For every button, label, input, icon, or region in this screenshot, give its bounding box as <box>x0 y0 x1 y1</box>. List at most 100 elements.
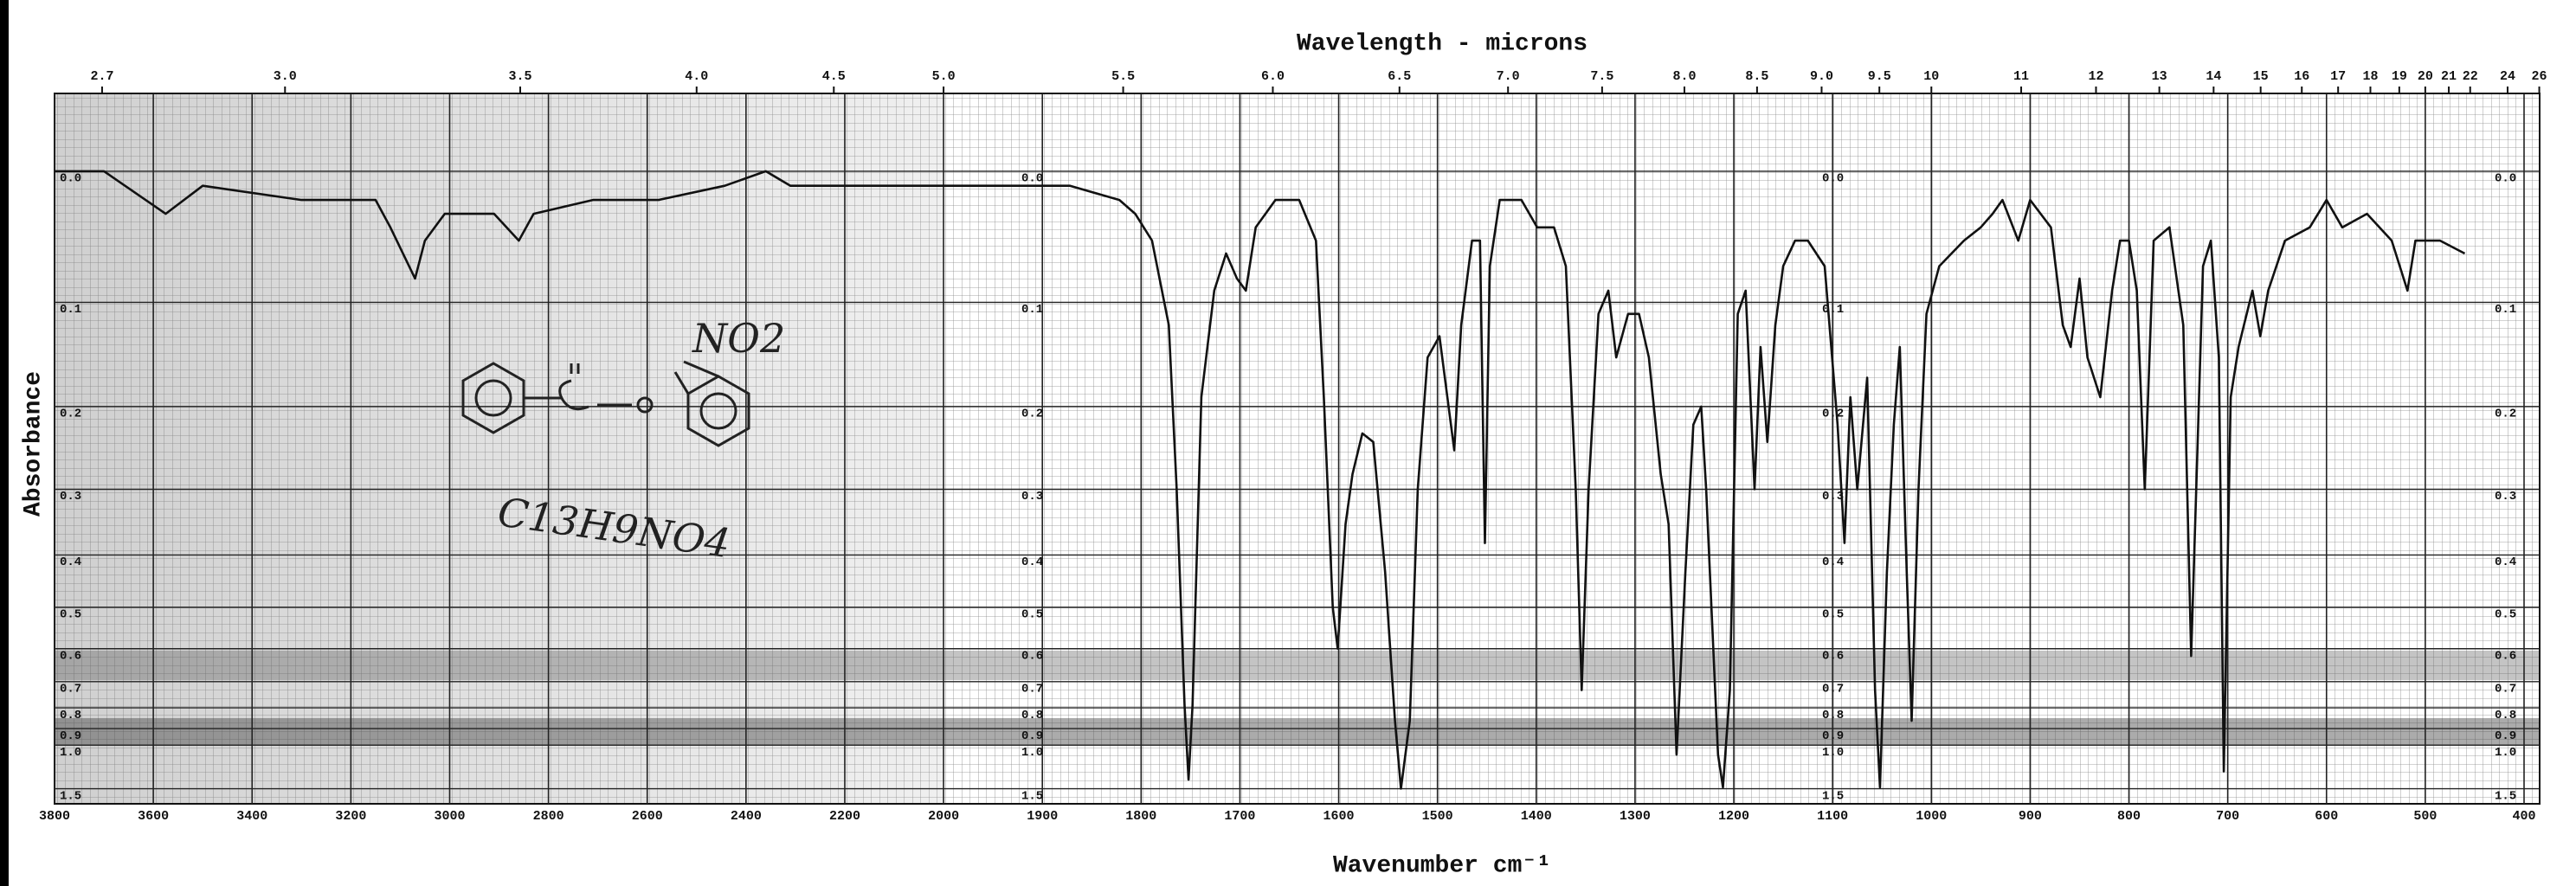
paper-shade <box>55 93 944 804</box>
x-tick-label: 3000 <box>434 809 465 824</box>
x-tick-label: 400 <box>2512 809 2535 824</box>
x2-tick-label: 13 <box>2152 69 2167 84</box>
y-tick-label: 0.2 <box>1822 408 1844 421</box>
x-tick-label: 600 <box>2315 809 2338 824</box>
y-tick-label: 1.0 <box>60 746 81 760</box>
x-tick-label: 900 <box>2019 809 2042 824</box>
y-tick-label: 0.3 <box>2495 490 2516 504</box>
frame-edge <box>0 0 9 886</box>
y-tick-label: 0.1 <box>60 303 81 317</box>
y-tick-label: 0.6 <box>1822 649 1844 663</box>
y-tick-label: 0.5 <box>60 608 81 622</box>
plot <box>55 170 2466 790</box>
y-tick-label: 0.3 <box>1021 490 1043 504</box>
x2-tick-label: 21 <box>2441 69 2457 84</box>
y-tick-label: 0.7 <box>2495 683 2516 697</box>
x2-tick-label: 5.5 <box>1111 69 1135 84</box>
x-tick-label: 2200 <box>829 809 860 824</box>
y-tick-label: 0.9 <box>2495 729 2516 743</box>
y-tick-label: 0.6 <box>2495 649 2516 663</box>
x2-tick-label: 2.7 <box>90 69 113 84</box>
y-tick-label: 0.6 <box>1021 649 1043 663</box>
chart-title: Wavelength - microns <box>1297 30 1587 57</box>
x2-tick-label: 9.0 <box>1810 69 1833 84</box>
x2-tick-label: 8.5 <box>1745 69 1768 84</box>
y-tick-label: 0.3 <box>1822 490 1844 504</box>
x2-tick-label: 18 <box>2362 69 2378 84</box>
y-tick-label: 0.7 <box>60 683 81 697</box>
ester-oxygen <box>636 396 654 414</box>
y-tick-label: 0.1 <box>1822 303 1844 317</box>
y-tick-label: 0.0 <box>60 172 81 186</box>
y-tick-label: 0.5 <box>2495 608 2516 622</box>
x-tick-label: 3600 <box>138 809 169 824</box>
y-tick-label: 0.8 <box>2495 709 2516 722</box>
x-tick-label: 1300 <box>1620 809 1651 824</box>
y-tick-label: 0.2 <box>1021 408 1043 421</box>
ring-circle <box>699 392 737 430</box>
y-tick-label: 0.5 <box>1822 608 1844 622</box>
x-tick-label: 2600 <box>632 809 663 824</box>
x-tick-label: 2000 <box>928 809 959 824</box>
y-tick-label: 0.9 <box>1822 729 1844 743</box>
y-tick-label: 0.4 <box>1822 555 1844 569</box>
y-tick-label: 1.0 <box>1822 746 1844 760</box>
x2-tick-label: 9.5 <box>1868 69 1891 84</box>
y-tick-label: 0.8 <box>1822 709 1844 722</box>
x2-tick-label: 3.5 <box>508 69 531 84</box>
y-tick-label: 0.1 <box>1021 303 1043 317</box>
y-tick-label: 0.6 <box>60 649 81 663</box>
x2-tick-label: 10 <box>1923 69 1939 84</box>
x-tick-label: 1700 <box>1224 809 1255 824</box>
x-tick-label: 2400 <box>731 809 762 824</box>
y-tick-label: 0.0 <box>1021 172 1043 186</box>
y-tick-label: 1.0 <box>1021 746 1043 760</box>
y-tick-label: 0.4 <box>2495 555 2516 569</box>
ester-link <box>524 363 632 411</box>
y-tick-label: 0.9 <box>60 729 81 743</box>
y-tick-label: 0.9 <box>1021 729 1043 743</box>
y-tick-label: 0.2 <box>2495 408 2516 421</box>
x-tick-label: 1600 <box>1323 809 1355 824</box>
benzene-ring <box>461 362 525 434</box>
spectrum-line <box>55 170 2466 790</box>
y-tick-label: 1.5 <box>1822 789 1844 803</box>
y-tick-label: 0.5 <box>1021 608 1043 622</box>
grid <box>54 87 2541 804</box>
y-tick-label: 0.7 <box>1021 683 1043 697</box>
y-tick-label: 0.4 <box>60 555 81 569</box>
x-tick-label: 3200 <box>335 809 366 824</box>
y-tick-label: 0.4 <box>1021 555 1043 569</box>
annotation: NO2 <box>692 315 785 362</box>
x2-tick-label: 20 <box>2418 69 2433 84</box>
labels: Wavelength - microns Wavenumber cm⁻¹ Abs… <box>20 30 2547 879</box>
x2-tick-label: 4.5 <box>822 69 846 84</box>
y-tick-label: 0.7 <box>1822 683 1844 697</box>
x2-tick-label: 4.0 <box>685 69 708 84</box>
x2-tick-label: 15 <box>2253 69 2269 84</box>
y-tick-label: 0.0 <box>2495 172 2516 186</box>
y-tick-label: 0.3 <box>60 490 81 504</box>
y-axis-title: Absorbance <box>20 371 47 517</box>
x2-tick-label: 19 <box>2392 69 2407 84</box>
x2-tick-label: 22 <box>2463 69 2478 84</box>
paper-band <box>55 651 2540 680</box>
x2-tick-label: 5.0 <box>932 69 956 84</box>
x-tick-label: 1100 <box>1817 809 1848 824</box>
x-tick-label: 1500 <box>1422 809 1453 824</box>
y-tick-label: 1.5 <box>1021 789 1043 803</box>
y-tick-label: 1.5 <box>60 789 81 803</box>
x2-tick-label: 24 <box>2500 69 2515 84</box>
y-tick-label: 0.8 <box>60 709 81 722</box>
x-tick-label: 800 <box>2117 809 2141 824</box>
x2-tick-label: 6.0 <box>1261 69 1285 84</box>
x2-tick-label: 7.0 <box>1497 69 1520 84</box>
x2-tick-label: 16 <box>2294 69 2309 84</box>
y-tick-label: 0.0 <box>1822 172 1844 186</box>
x-tick-label: 500 <box>2413 809 2437 824</box>
x-tick-label: 1900 <box>1027 809 1058 824</box>
x-tick-label: 2800 <box>533 809 564 824</box>
x-tick-label: 1000 <box>1916 809 1947 824</box>
y-tick-label: 0.2 <box>60 408 81 421</box>
